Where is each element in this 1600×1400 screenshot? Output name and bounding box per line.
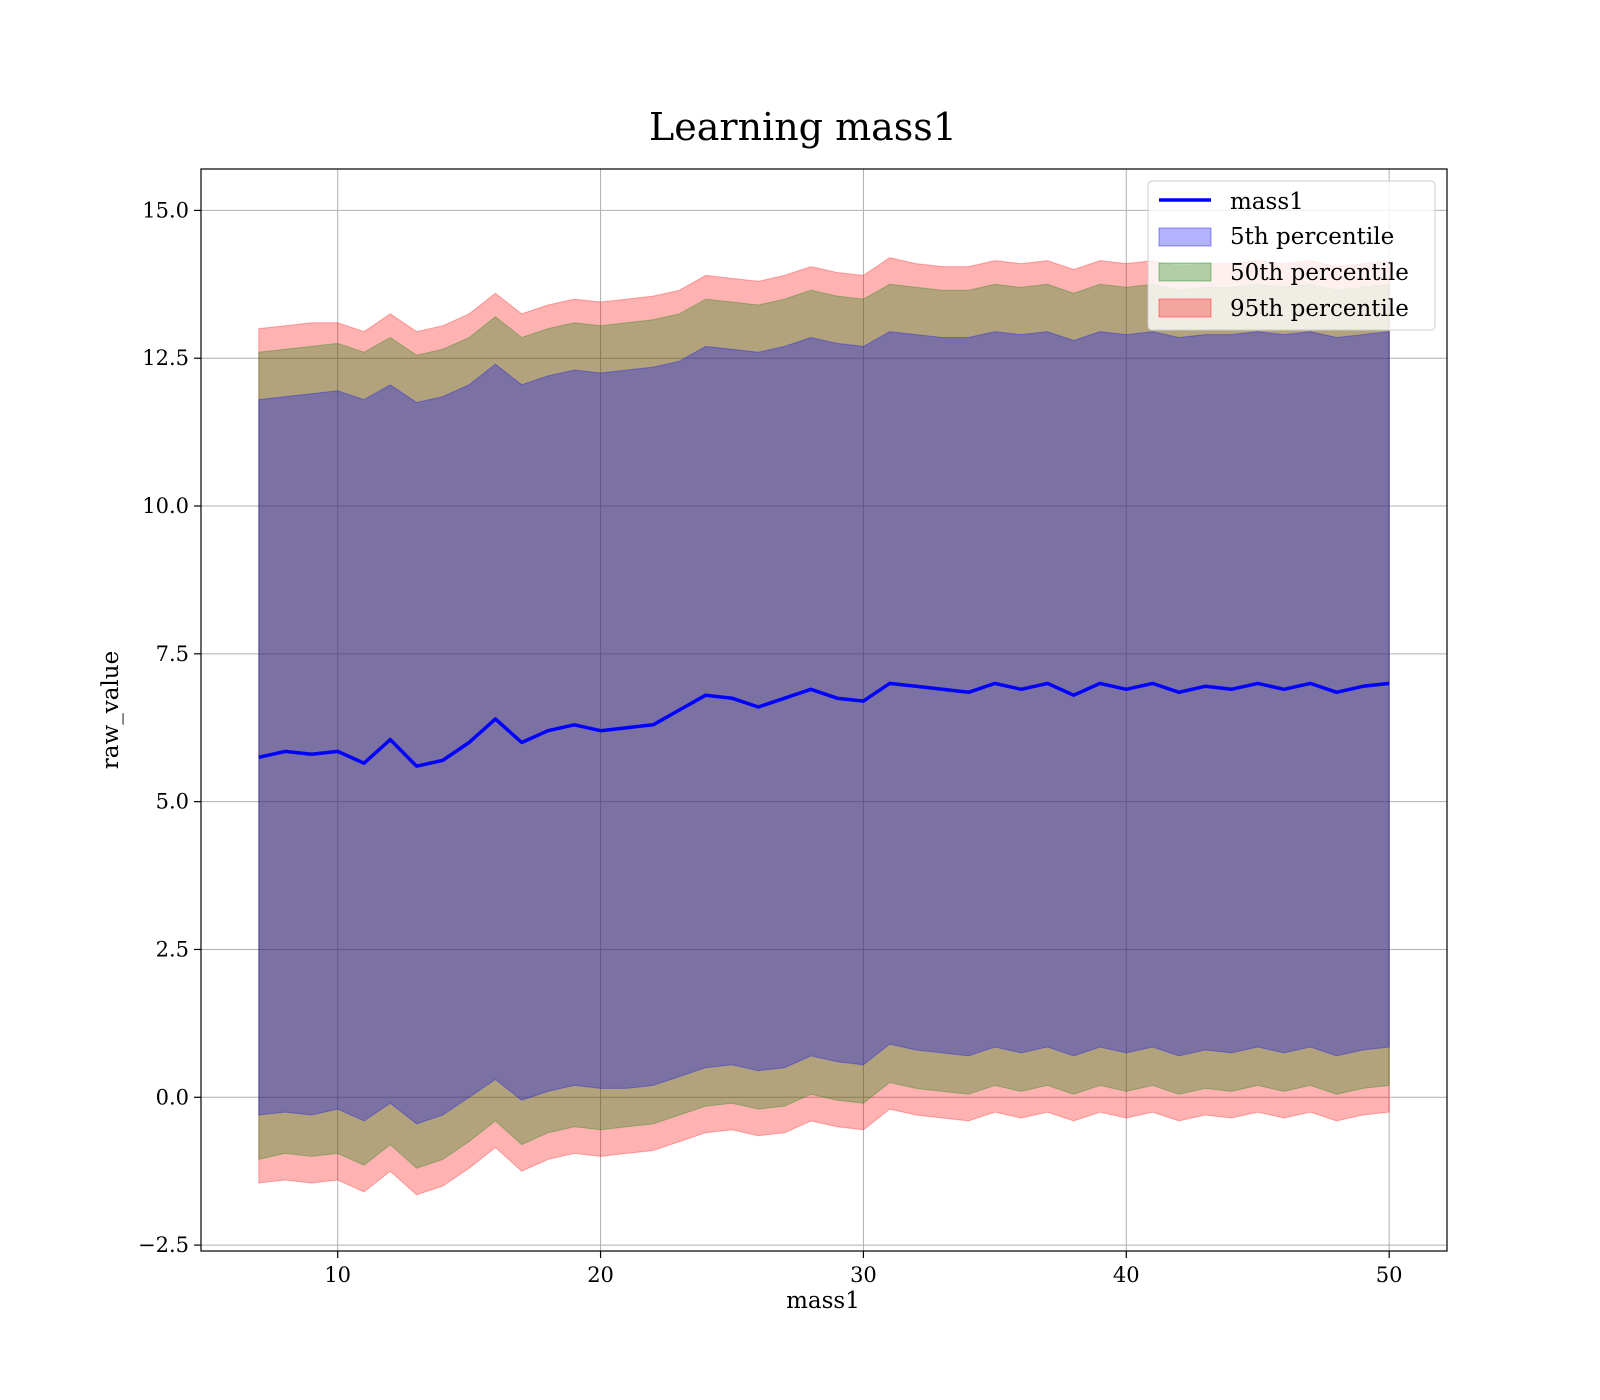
legend-swatch-5th-percentile	[1158, 227, 1212, 247]
band-50th-percentile	[258, 283, 1390, 1169]
grid-lines	[201, 169, 1447, 1251]
legend-box	[1147, 180, 1436, 331]
legend-swatch-95th-percentile	[1158, 298, 1212, 318]
x-tick-label: 30	[850, 1263, 877, 1287]
band-5th-percentile	[258, 331, 1390, 1125]
y-tick-label: 10.0	[142, 494, 189, 518]
legend-label-50th-percentile: 50th percentile	[1230, 260, 1409, 286]
y-tick-label: 5.0	[156, 790, 189, 814]
legend: mass1 5th percentile 50th percentile 95t…	[1147, 180, 1436, 331]
y-axis-ticks: −2.5 0.0 2.5 5.0 7.5 10.0 12.5 15.0	[138, 198, 201, 1257]
x-axis-ticks: 10 20 30 40 50	[324, 1251, 1403, 1287]
y-tick-label: 7.5	[156, 642, 189, 666]
legend-label-95th-percentile: 95th percentile	[1230, 296, 1409, 322]
legend-label-mass1: mass1	[1230, 189, 1304, 215]
percentile-bands	[258, 257, 1390, 1196]
x-tick-label: 40	[1113, 1263, 1140, 1287]
mass1-line-layer	[258, 681, 1390, 768]
y-tick-label: 15.0	[142, 198, 189, 222]
chart-title: Learning mass1	[649, 105, 957, 149]
legend-swatch-50th-percentile	[1158, 262, 1212, 282]
legend-label-5th-percentile: 5th percentile	[1230, 224, 1394, 250]
x-tick-label: 50	[1376, 1263, 1403, 1287]
plot-frame	[200, 168, 1448, 1252]
x-tick-label: 20	[587, 1263, 614, 1287]
band-95th-percentile	[258, 257, 1390, 1196]
mass1-line	[258, 681, 1390, 768]
x-tick-label: 10	[324, 1263, 351, 1287]
y-tick-label: 12.5	[142, 346, 189, 370]
x-axis-label: mass1	[786, 1288, 860, 1314]
y-tick-label: 0.0	[156, 1085, 189, 1109]
y-tick-label: −2.5	[138, 1233, 189, 1257]
y-axis-label: raw_value	[98, 651, 124, 769]
y-tick-label: 2.5	[156, 937, 189, 961]
